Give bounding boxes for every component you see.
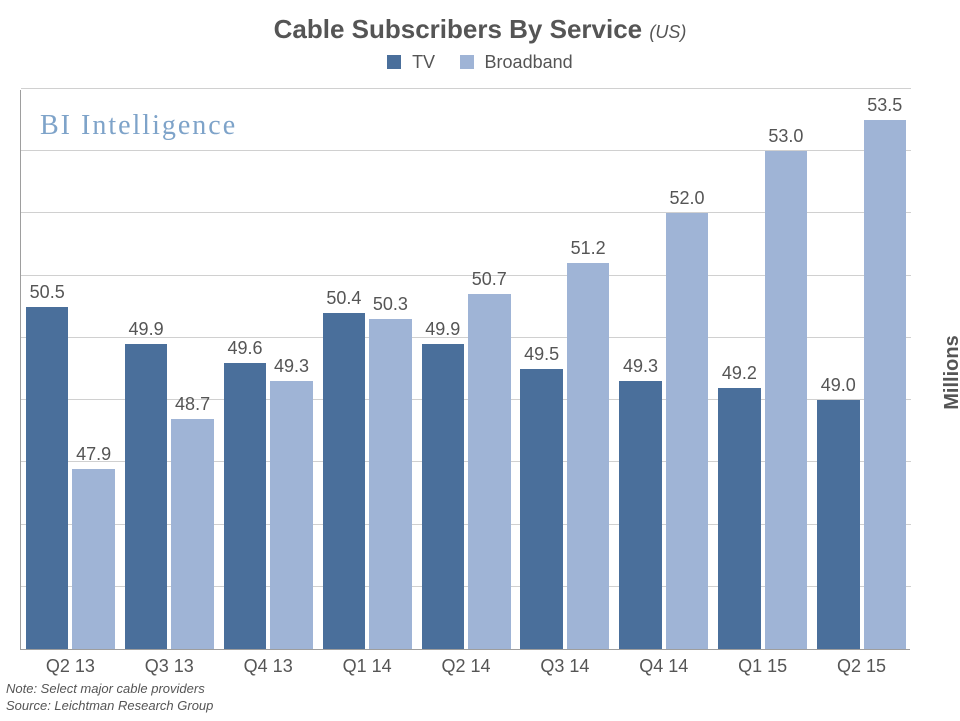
bar [619, 381, 662, 649]
x-axis-tick: Q2 15 [812, 656, 911, 677]
chart-title: Cable Subscribers By Service (US) [0, 14, 960, 45]
bar [270, 381, 313, 649]
bar-value-label: 50.3 [363, 294, 418, 315]
bar-value-label: 48.7 [165, 394, 220, 415]
x-axis-tick: Q3 14 [515, 656, 614, 677]
bar [125, 344, 168, 649]
grid-line [21, 88, 911, 89]
bar [323, 313, 366, 649]
x-axis-tick: Q2 14 [417, 656, 516, 677]
x-axis-tick: Q4 14 [614, 656, 713, 677]
bar-value-label: 50.5 [20, 282, 75, 303]
bar [422, 344, 465, 649]
legend: TV Broadband [0, 52, 960, 73]
bar [864, 120, 907, 649]
bar-value-label: 49.9 [119, 319, 174, 340]
title-text: Cable Subscribers By Service [274, 14, 643, 44]
title-suffix: (US) [649, 22, 686, 42]
bar [26, 307, 69, 649]
bar-value-label: 52.0 [660, 188, 715, 209]
bar [468, 294, 511, 649]
legend-swatch-broadband [460, 55, 474, 69]
footer-note: Note: Select major cable providers [6, 680, 213, 698]
bar [369, 319, 412, 649]
bar-value-label: 49.5 [514, 344, 569, 365]
bar-value-label: 49.2 [712, 363, 767, 384]
bar [765, 151, 808, 649]
y-axis-label: Millions [941, 335, 960, 409]
bar-value-label: 49.3 [613, 356, 668, 377]
x-axis-tick: Q2 13 [21, 656, 120, 677]
legend-swatch-tv [387, 55, 401, 69]
bar-value-label: 49.9 [416, 319, 471, 340]
bar-value-label: 53.5 [858, 95, 913, 116]
legend-label-tv: TV [412, 52, 435, 72]
legend-item-tv: TV [387, 52, 435, 73]
footer-source: Source: Leichtman Research Group [6, 697, 213, 715]
x-axis-tick: Q1 14 [318, 656, 417, 677]
bar-value-label: 49.0 [811, 375, 866, 396]
bar [666, 213, 709, 649]
bar [567, 263, 610, 649]
bar [718, 388, 761, 649]
bar [72, 469, 115, 649]
chart-container: Cable Subscribers By Service (US) TV Bro… [0, 0, 960, 721]
x-axis-tick: Q1 15 [713, 656, 812, 677]
footer: Note: Select major cable providers Sourc… [6, 680, 213, 715]
bar-value-label: 53.0 [759, 126, 814, 147]
bar-value-label: 50.7 [462, 269, 517, 290]
legend-item-broadband: Broadband [460, 52, 573, 73]
bar-value-label: 51.2 [561, 238, 616, 259]
bar-value-label: 49.3 [264, 356, 319, 377]
x-axis-tick: Q3 13 [120, 656, 219, 677]
bar-value-label: 47.9 [66, 444, 121, 465]
bar [520, 369, 563, 649]
bar [224, 363, 267, 649]
legend-label-broadband: Broadband [485, 52, 573, 72]
bar [171, 419, 214, 649]
bar [817, 400, 860, 649]
plot-area: Q2 1350.547.9Q3 1349.948.7Q4 1349.649.3Q… [20, 90, 910, 650]
x-axis-tick: Q4 13 [219, 656, 318, 677]
